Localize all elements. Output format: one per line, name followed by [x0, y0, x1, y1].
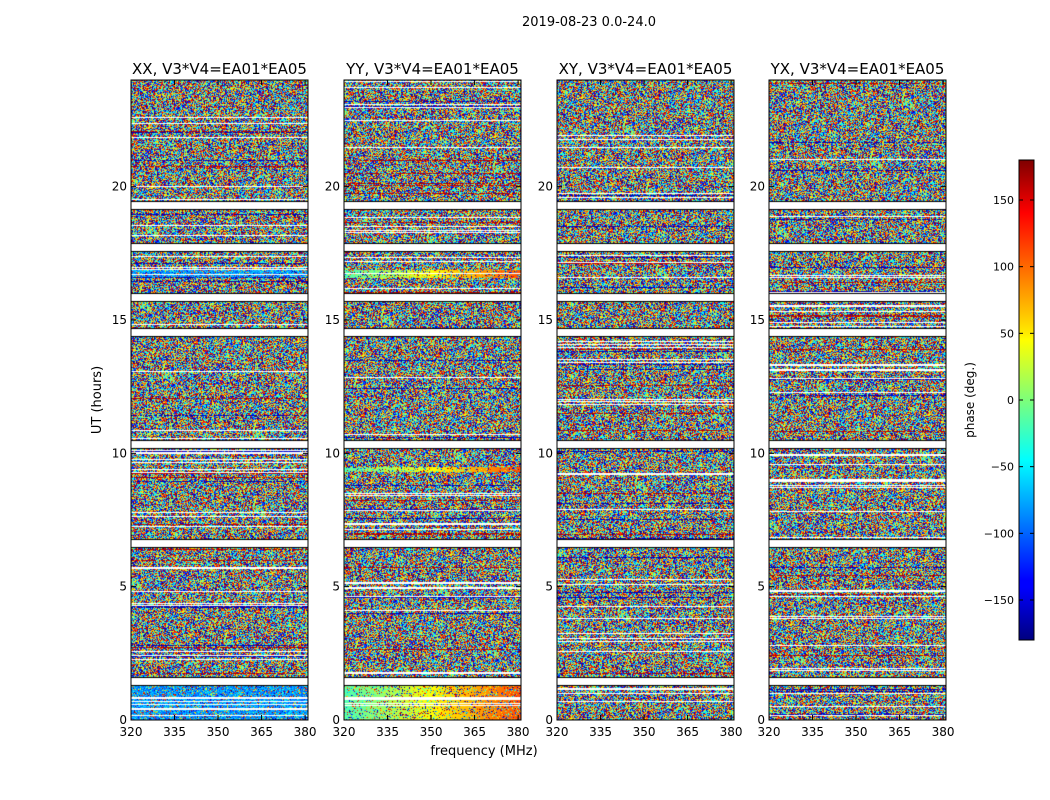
- phase-heatmap: [557, 80, 734, 720]
- colorbar-tick-label: 100: [993, 261, 1014, 274]
- panel-frame: [768, 79, 947, 721]
- y-tick-label: 5: [757, 580, 765, 594]
- y-tick-label: 0: [332, 713, 340, 727]
- colorbar-tick-label: −150: [984, 594, 1014, 607]
- panel-frame: [130, 79, 309, 721]
- panel-frame: [343, 79, 522, 721]
- x-tick-label: 350: [633, 725, 656, 739]
- panel-1: YY, V3*V4=EA01*EA05 320 335 350 365 380 0 5 10 15…: [325, 60, 530, 739]
- colorbar-tick-label: 150: [993, 194, 1014, 207]
- y-axis-label: UT (hours): [90, 366, 105, 434]
- x-tick-label: 320: [333, 725, 356, 739]
- x-tick-label: 350: [420, 725, 443, 739]
- colorbar-label: phase (deg.): [963, 362, 977, 438]
- y-tick-label: 20: [538, 180, 553, 194]
- y-tick-label: 20: [112, 180, 127, 194]
- x-tick-label: 335: [801, 725, 824, 739]
- phase-heatmap: [344, 80, 521, 720]
- colorbar-tick-label: −100: [984, 527, 1014, 540]
- panel-2: XY, V3*V4=EA01*EA05 320 335 350 365 380 0 5 10 15…: [538, 60, 743, 739]
- y-tick-label: 15: [112, 313, 127, 327]
- y-tick-label: 0: [757, 713, 765, 727]
- y-tick-label: 10: [538, 446, 553, 460]
- x-tick-label: 320: [120, 725, 143, 739]
- panels: XX, V3*V4=EA01*EA05 320 335 350 365 380 0 5 10 15…: [112, 60, 955, 739]
- y-tick-label: 20: [750, 180, 765, 194]
- x-tick-label: 365: [888, 725, 911, 739]
- y-tick-label: 5: [332, 580, 340, 594]
- x-tick-label: 320: [758, 725, 781, 739]
- x-tick-label: 380: [932, 725, 955, 739]
- x-tick-label: 365: [463, 725, 486, 739]
- y-tick-label: 0: [545, 713, 553, 727]
- y-tick-label: 15: [325, 313, 340, 327]
- panel-0: XX, V3*V4=EA01*EA05 320 335 350 365 380 0 5 10 15…: [112, 60, 317, 739]
- colorbar-tick-label: 0: [1007, 394, 1014, 407]
- panel-title: XX, V3*V4=EA01*EA05: [132, 60, 307, 78]
- y-tick-label: 20: [325, 180, 340, 194]
- colorbar: 150 100 50 0 −50 −100 −150 phase (deg.): [963, 159, 1035, 641]
- x-tick-label: 365: [676, 725, 699, 739]
- x-tick-label: 335: [376, 725, 399, 739]
- x-tick-label: 335: [589, 725, 612, 739]
- panel-title: YX, V3*V4=EA01*EA05: [770, 60, 945, 78]
- phase-heatmap: [131, 80, 308, 720]
- panel-title: YY, V3*V4=EA01*EA05: [345, 60, 519, 78]
- phase-heatmap: [769, 80, 946, 720]
- x-tick-label: 380: [720, 725, 743, 739]
- x-tick-label: 350: [207, 725, 230, 739]
- x-tick-label: 380: [294, 725, 317, 739]
- panel-frame: [556, 79, 735, 721]
- y-tick-label: 10: [750, 446, 765, 460]
- y-tick-label: 5: [119, 580, 127, 594]
- y-tick-label: 10: [112, 446, 127, 460]
- y-tick-label: 5: [545, 580, 553, 594]
- colorbar-tick-label: −50: [991, 461, 1014, 474]
- x-tick-label: 350: [845, 725, 868, 739]
- panel-3: YX, V3*V4=EA01*EA05 320 335 350 365 380 0 5 10 15…: [750, 60, 955, 739]
- colorbar-ticks: 150 100 50 0 −50 −100 −150: [984, 194, 1034, 607]
- x-tick-label: 365: [250, 725, 273, 739]
- y-tick-label: 15: [750, 313, 765, 327]
- panel-title: XY, V3*V4=EA01*EA05: [559, 60, 733, 78]
- colorbar-tick-label: 50: [1000, 327, 1014, 340]
- x-tick-label: 380: [507, 725, 530, 739]
- x-tick-label: 320: [546, 725, 569, 739]
- y-tick-label: 15: [538, 313, 553, 327]
- x-tick-label: 335: [163, 725, 186, 739]
- figure-suptitle: 2019-08-23 0.0-24.0: [522, 15, 656, 30]
- y-tick-label: 0: [119, 713, 127, 727]
- x-axis-label: frequency (MHz): [430, 744, 537, 759]
- y-tick-label: 10: [325, 446, 340, 460]
